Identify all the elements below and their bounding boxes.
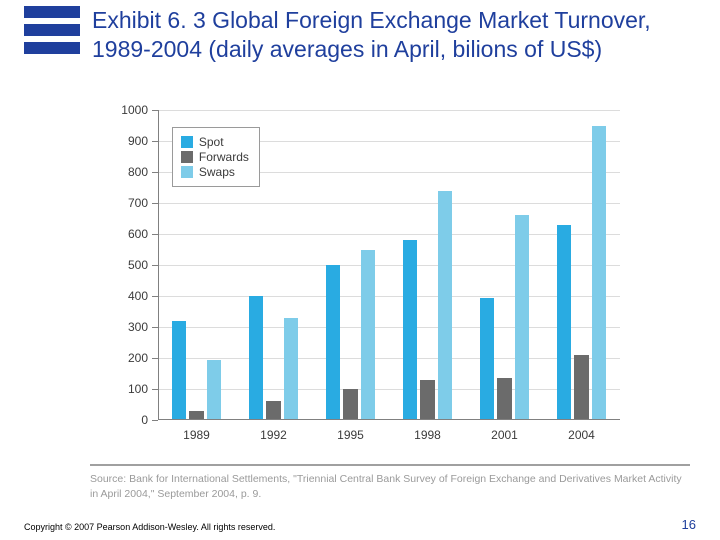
fx-turnover-chart: 0100200300400500600700800900100019891992… xyxy=(110,110,620,450)
slide-title: Exhibit 6. 3 Global Foreign Exchange Mar… xyxy=(92,6,700,64)
legend-label: Forwards xyxy=(199,150,249,164)
x-tick-label: 1992 xyxy=(260,428,287,442)
y-tick-label: 100 xyxy=(128,382,148,396)
y-axis xyxy=(158,110,159,420)
y-tick-label: 1000 xyxy=(121,103,148,117)
y-tick-label: 300 xyxy=(128,320,148,334)
bar-spot-1992 xyxy=(249,296,264,420)
legend-label: Swaps xyxy=(199,165,235,179)
legend-row: Spot xyxy=(181,135,249,149)
x-axis xyxy=(158,419,620,420)
legend-swatch-icon xyxy=(181,151,193,163)
legend-label: Spot xyxy=(199,135,224,149)
gridline xyxy=(158,203,620,204)
gridline xyxy=(158,358,620,359)
bar-forwards-2001 xyxy=(497,378,512,420)
chart-source-note: Source: Bank for International Settlemen… xyxy=(90,464,690,501)
y-tick xyxy=(152,420,158,421)
bar-swaps-1989 xyxy=(207,360,222,420)
bar-swaps-2001 xyxy=(515,215,530,420)
slide-header: Exhibit 6. 3 Global Foreign Exchange Mar… xyxy=(24,6,700,64)
bar-forwards-1992 xyxy=(266,401,281,420)
legend-swatch-icon xyxy=(181,166,193,178)
y-tick-label: 200 xyxy=(128,351,148,365)
y-tick-label: 600 xyxy=(128,227,148,241)
bar-swaps-1995 xyxy=(361,250,376,421)
bar-forwards-1995 xyxy=(343,389,358,420)
x-tick-label: 2001 xyxy=(491,428,518,442)
bar-swaps-2004 xyxy=(592,126,607,421)
bar-spot-2001 xyxy=(480,298,495,420)
gridline xyxy=(158,296,620,297)
x-tick-label: 2004 xyxy=(568,428,595,442)
legend-row: Swaps xyxy=(181,165,249,179)
gridline xyxy=(158,327,620,328)
legend-swatch-icon xyxy=(181,136,193,148)
slide: Exhibit 6. 3 Global Foreign Exchange Mar… xyxy=(0,0,720,540)
bar-forwards-2004 xyxy=(574,355,589,420)
bar-spot-1998 xyxy=(403,240,418,420)
gridline xyxy=(158,265,620,266)
y-tick-label: 700 xyxy=(128,196,148,210)
bar-forwards-1998 xyxy=(420,380,435,420)
publisher-logo-icon xyxy=(24,6,80,62)
legend-row: Forwards xyxy=(181,150,249,164)
x-tick-label: 1995 xyxy=(337,428,364,442)
gridline xyxy=(158,389,620,390)
gridline xyxy=(158,234,620,235)
x-tick-label: 1998 xyxy=(414,428,441,442)
bar-spot-1995 xyxy=(326,265,341,420)
bar-swaps-1992 xyxy=(284,318,299,420)
y-tick-label: 500 xyxy=(128,258,148,272)
chart-plot-area: 0100200300400500600700800900100019891992… xyxy=(158,110,620,420)
y-tick-label: 900 xyxy=(128,134,148,148)
bar-spot-1989 xyxy=(172,321,187,420)
bar-swaps-1998 xyxy=(438,191,453,420)
x-tick-label: 1989 xyxy=(183,428,210,442)
gridline xyxy=(158,110,620,111)
bar-spot-2004 xyxy=(557,225,572,420)
page-number: 16 xyxy=(682,517,696,532)
chart-legend: SpotForwardsSwaps xyxy=(172,127,260,187)
y-tick-label: 800 xyxy=(128,165,148,179)
y-tick-label: 0 xyxy=(141,413,148,427)
copyright-text: Copyright © 2007 Pearson Addison-Wesley.… xyxy=(24,522,275,532)
y-tick-label: 400 xyxy=(128,289,148,303)
